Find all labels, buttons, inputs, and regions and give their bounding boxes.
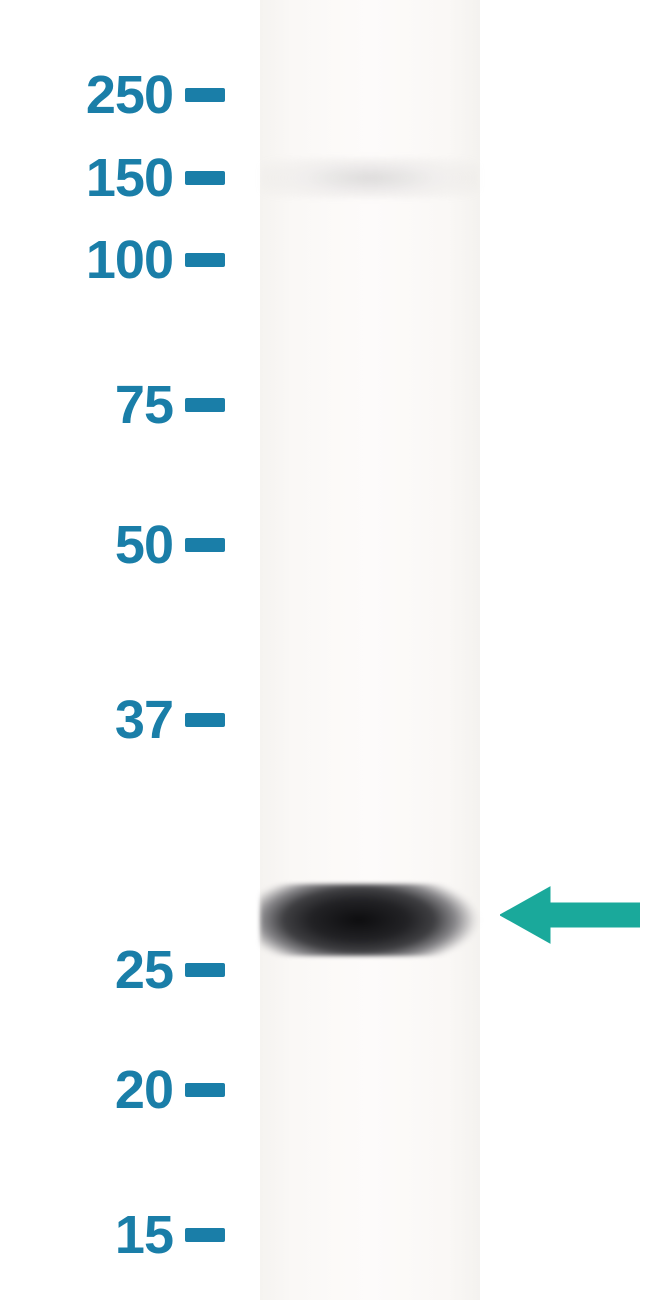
ladder-marker-20: 20 [115, 1063, 225, 1117]
ladder-tick [185, 171, 225, 185]
ladder-label: 250 [86, 68, 173, 122]
ladder-tick [185, 1083, 225, 1097]
ladder-label: 15 [115, 1208, 173, 1262]
target-arrow-icon [500, 885, 640, 945]
ladder-tick [185, 253, 225, 267]
ladder-tick [185, 88, 225, 102]
ladder-marker-37: 37 [115, 693, 225, 747]
ladder-tick [185, 1228, 225, 1242]
ladder-marker-75: 75 [115, 378, 225, 432]
ladder-tick [185, 538, 225, 552]
ladder-label: 37 [115, 693, 173, 747]
ladder-label: 150 [86, 151, 173, 205]
ladder-label: 100 [86, 233, 173, 287]
ladder-tick [185, 398, 225, 412]
ladder-label: 75 [115, 378, 173, 432]
ladder-marker-25: 25 [115, 943, 225, 997]
ladder-tick [185, 963, 225, 977]
target-band [260, 884, 480, 956]
ladder-tick [185, 713, 225, 727]
ladder-marker-50: 50 [115, 518, 225, 572]
ladder-label: 25 [115, 943, 173, 997]
ladder-marker-250: 250 [86, 68, 225, 122]
ladder-label: 50 [115, 518, 173, 572]
ladder-marker-15: 15 [115, 1208, 225, 1262]
ladder-marker-100: 100 [86, 233, 225, 287]
faint-band-150 [260, 158, 480, 198]
ladder-label: 20 [115, 1063, 173, 1117]
western-blot-figure: 250 150 100 75 50 37 25 20 15 [0, 0, 650, 1300]
ladder-marker-150: 150 [86, 151, 225, 205]
